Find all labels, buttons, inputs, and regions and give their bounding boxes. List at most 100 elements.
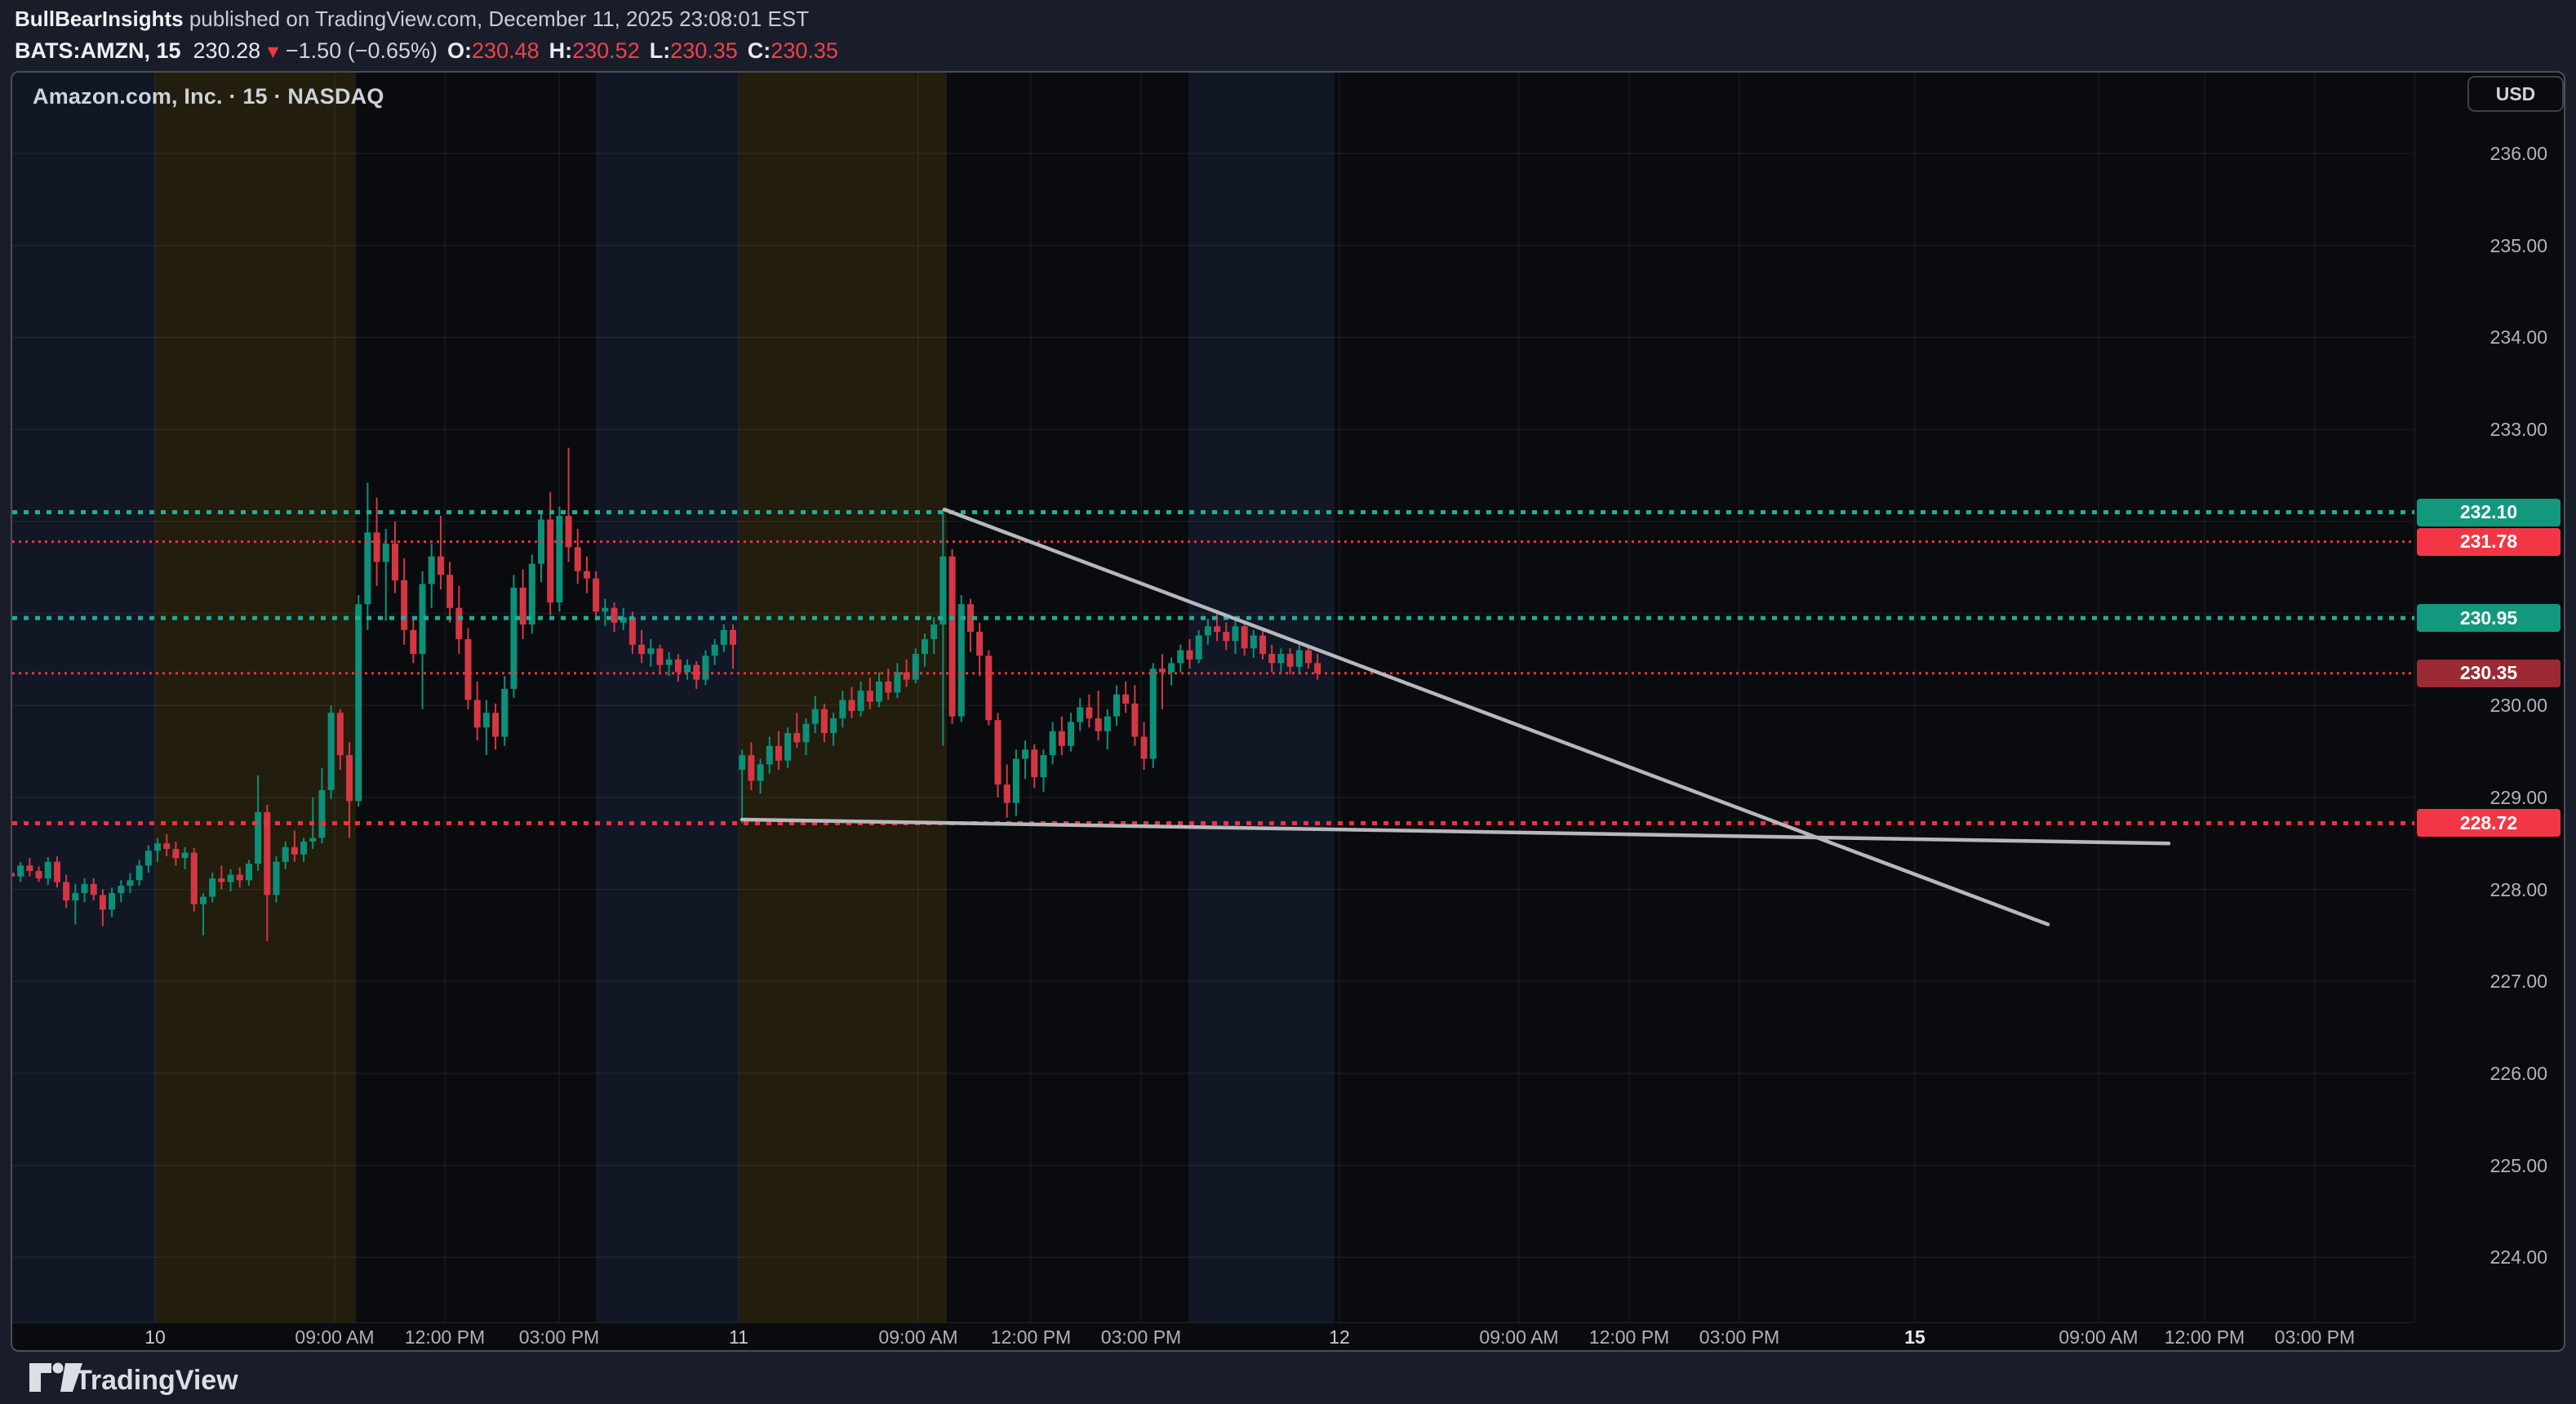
candle-body-up bbox=[72, 893, 79, 901]
time-axis[interactable]: 10 09:00 AM 12:00 PM 03:00 PM 11 09:00 AM 12:0… bbox=[12, 1322, 2414, 1350]
candle-body-down bbox=[53, 861, 60, 882]
candle-body-down bbox=[35, 871, 42, 879]
candle-body-down bbox=[1158, 669, 1166, 673]
currency-button[interactable]: USD bbox=[2467, 76, 2564, 112]
candle-body-down bbox=[1031, 749, 1038, 778]
candle-body-down bbox=[656, 648, 664, 665]
candle-body-up bbox=[720, 629, 727, 645]
candle-body-up bbox=[757, 764, 764, 781]
candle-body-up bbox=[1277, 654, 1285, 664]
candle-body-down bbox=[63, 882, 70, 901]
candle-body-down bbox=[90, 883, 97, 895]
candle-body-up bbox=[1104, 716, 1111, 731]
candle-body-up bbox=[118, 886, 125, 894]
time-axis-day-label: 12 bbox=[1329, 1326, 1350, 1348]
publish-header: BullBearInsights published on TradingVie… bbox=[15, 7, 809, 32]
price-tick-label: 236.00 bbox=[2489, 143, 2547, 164]
low-label: L: bbox=[649, 38, 671, 63]
candle-body-down bbox=[628, 617, 636, 645]
candle-body-up bbox=[894, 672, 901, 693]
symbol-info-bar: BATS:AMZN, 15 230.28 ▼ −1.50 (−0.65%) O:230… bbox=[15, 38, 838, 64]
price-level-badge: 230.35 bbox=[2417, 659, 2560, 687]
symbol-name: BATS:AMZN, 15 bbox=[15, 38, 181, 63]
candle-body-up bbox=[1168, 663, 1175, 673]
candle-body-down bbox=[163, 843, 171, 850]
price-tick-label: 234.00 bbox=[2489, 327, 2547, 349]
candle-body-down bbox=[291, 846, 298, 855]
time-axis-day-label: 10 bbox=[144, 1326, 166, 1348]
candle-body-up bbox=[17, 865, 24, 877]
candle-body-up bbox=[154, 843, 162, 851]
candle-body-down bbox=[985, 655, 993, 721]
time-axis-label: 09:00 AM bbox=[2059, 1326, 2139, 1348]
candle-body-down bbox=[1286, 654, 1294, 667]
open-label: O: bbox=[447, 38, 473, 63]
price-tick-label: 233.00 bbox=[2489, 419, 2547, 441]
price-level-badge: 230.95 bbox=[2417, 604, 2560, 633]
candle-body-down bbox=[976, 632, 984, 656]
trendline-horizontal-support[interactable] bbox=[739, 817, 2171, 846]
candle-body-down bbox=[730, 629, 737, 645]
candle-body-down bbox=[848, 700, 855, 711]
candle-body-down bbox=[994, 720, 1002, 785]
candle-body-down bbox=[410, 629, 417, 655]
tradingview-wordmark[interactable]: TradingView bbox=[75, 1365, 238, 1396]
candle-body-down bbox=[401, 580, 408, 630]
session-band-postmarket bbox=[12, 73, 155, 1322]
price-axis[interactable]: USD 236.00 235.00 234.00 233.00 230.00 229.00… bbox=[2414, 73, 2564, 1322]
candle-body-down bbox=[437, 556, 444, 575]
candle-body-up bbox=[556, 516, 563, 602]
candle-body-down bbox=[793, 733, 801, 743]
price-change: −1.50 (−0.65%) bbox=[285, 38, 438, 63]
candle-body-up bbox=[912, 654, 919, 680]
candle-body-down bbox=[336, 713, 344, 756]
candle-body-up bbox=[811, 709, 819, 724]
candle-body-down bbox=[1058, 731, 1065, 746]
candle-body-up bbox=[327, 713, 335, 790]
candle-body-down bbox=[236, 874, 243, 881]
candle-body-up bbox=[702, 655, 709, 680]
candle-body-down bbox=[674, 659, 682, 673]
candle-body-up bbox=[364, 532, 371, 605]
candle-body-up bbox=[282, 846, 289, 862]
candle-body-down bbox=[903, 672, 910, 680]
candle-body-down bbox=[583, 571, 590, 579]
chart-canvas[interactable] bbox=[12, 73, 2414, 1322]
trendline-descending-resistance[interactable] bbox=[942, 507, 2050, 926]
session-band-premarket bbox=[155, 73, 356, 1322]
candle-body-up bbox=[482, 713, 490, 728]
close-label: C: bbox=[747, 38, 771, 63]
time-axis-label: 12:00 PM bbox=[1588, 1326, 1670, 1348]
time-axis-label: 12:00 PM bbox=[2164, 1326, 2245, 1348]
candle-body-down bbox=[492, 713, 500, 737]
candle-body-up bbox=[300, 841, 308, 855]
publish-info: published on TradingView.com, December 1… bbox=[183, 7, 810, 31]
candle-body-up bbox=[419, 584, 426, 655]
candle-body-up bbox=[227, 874, 234, 882]
session-band-postmarket bbox=[1188, 73, 1335, 1322]
candle-body-down bbox=[885, 681, 892, 693]
candle-body-up bbox=[766, 745, 773, 765]
candle-body-up bbox=[1195, 635, 1202, 660]
candle-body-up bbox=[1149, 669, 1157, 759]
candle-body-up bbox=[355, 604, 362, 802]
candle-body-down bbox=[99, 895, 106, 910]
tradingview-logo-icon[interactable] bbox=[29, 1362, 83, 1394]
candle-body-up bbox=[382, 543, 389, 562]
candle-body-down bbox=[464, 639, 472, 700]
candle-body-down bbox=[346, 755, 353, 802]
candle-body-down bbox=[12, 873, 15, 877]
last-price: 230.28 bbox=[193, 38, 261, 63]
candle-body-down bbox=[966, 604, 974, 633]
candle-body-up bbox=[1250, 635, 1257, 649]
candle-body-up bbox=[922, 639, 928, 655]
candle-body-up bbox=[857, 691, 864, 711]
candle-body-up bbox=[209, 878, 216, 897]
candle-body-down bbox=[547, 519, 554, 602]
price-tick-label: 230.00 bbox=[2489, 695, 2547, 717]
candle-body-up bbox=[1113, 694, 1120, 717]
price-tick-label: 228.00 bbox=[2489, 878, 2547, 900]
candle-body-up bbox=[273, 861, 280, 895]
candle-body-up bbox=[428, 556, 435, 584]
candle-body-up bbox=[711, 644, 718, 656]
